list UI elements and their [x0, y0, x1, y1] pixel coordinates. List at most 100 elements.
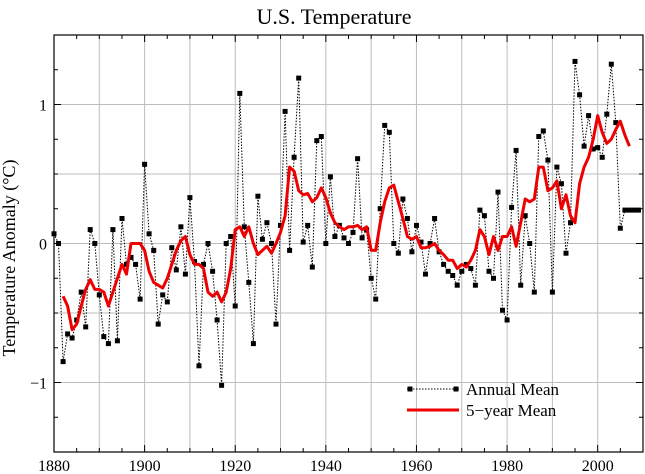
annual-point-1982 — [513, 147, 519, 153]
annual-point-1967 — [445, 268, 451, 274]
annual-point-2008 — [631, 207, 637, 213]
annual-point-1940 — [323, 241, 329, 246]
annual-point-1974 — [477, 207, 483, 213]
annual-point-1892 — [105, 341, 111, 347]
annual-point-1979 — [500, 307, 505, 313]
annual-point-1928 — [269, 241, 274, 246]
annual-point-1914 — [205, 241, 211, 246]
annual-point-1939 — [318, 134, 324, 139]
annual-point-1929 — [273, 321, 279, 327]
annual-point-1985 — [527, 241, 533, 246]
x-tick-label-1980: 1980 — [491, 458, 523, 474]
annual-point-1937 — [309, 264, 315, 270]
annual-mean-line — [53, 61, 639, 386]
five-year-mean-series — [61, 114, 631, 332]
annual-point-1907 — [173, 267, 179, 273]
y-tick-label-0: 0 — [39, 237, 47, 254]
annual-point-1894 — [114, 338, 120, 344]
annual-point-2009 — [636, 207, 641, 213]
annual-point-1917 — [219, 382, 225, 388]
annual-point-1899 — [137, 296, 143, 302]
annual-point-1992 — [558, 181, 564, 187]
annual-point-1880 — [51, 231, 57, 237]
annual-point-1973 — [472, 282, 478, 288]
annual-point-1903 — [155, 321, 161, 327]
annual-point-1978 — [495, 189, 501, 195]
annual-point-1905 — [164, 299, 170, 305]
annual-point-1906 — [169, 245, 175, 251]
annual-point-1998 — [586, 113, 592, 119]
annual-point-1912 — [196, 363, 202, 369]
annual-point-1908 — [178, 224, 184, 230]
annual-point-1887 — [83, 324, 89, 330]
annual-point-1898 — [133, 261, 139, 267]
annual-point-1922 — [241, 224, 247, 230]
annual-point-1904 — [160, 292, 166, 298]
annual-point-1977 — [491, 275, 496, 281]
annual-point-1930 — [278, 222, 283, 228]
annual-point-1991 — [554, 164, 560, 170]
annual-point-1925 — [255, 193, 261, 199]
legend-annual-marker-left — [407, 386, 413, 392]
annual-point-1933 — [291, 154, 297, 160]
annual-point-1919 — [228, 234, 234, 239]
x-tick-label-1900: 1900 — [129, 458, 161, 474]
annual-point-1994 — [568, 220, 573, 226]
annual-point-1972 — [468, 266, 474, 271]
annual-point-1935 — [300, 239, 306, 245]
x-tick-label-2000: 2000 — [582, 458, 614, 474]
annual-point-1920 — [232, 303, 238, 309]
annual-point-1923 — [246, 279, 252, 285]
annual-point-1975 — [481, 213, 487, 219]
annual-point-1944 — [341, 235, 347, 241]
annual-point-1882 — [60, 359, 66, 365]
annual-point-1883 — [65, 331, 71, 337]
annual-point-1942 — [332, 234, 338, 239]
annual-point-1884 — [69, 335, 75, 341]
x-tick-label-1940: 1940 — [310, 458, 342, 474]
annual-point-1926 — [259, 236, 265, 242]
annual-point-1964 — [432, 216, 438, 221]
annual-point-1915 — [210, 268, 216, 274]
annual-point-1980 — [504, 317, 510, 323]
annual-point-1902 — [151, 247, 157, 253]
annual-point-1886 — [78, 289, 84, 295]
annual-point-1999 — [590, 146, 596, 152]
legend-annual-label: Annual Mean — [466, 380, 560, 399]
legend-five-year-label: 5−year Mean — [466, 401, 557, 420]
annual-point-1918 — [223, 241, 229, 246]
annual-point-1954 — [386, 129, 392, 135]
annual-point-1938 — [314, 138, 320, 144]
annual-point-1913 — [201, 261, 206, 267]
annual-point-1962 — [423, 271, 428, 277]
annual-point-1970 — [459, 268, 465, 274]
annual-point-1989 — [545, 157, 551, 163]
annual-point-1981 — [509, 204, 515, 210]
annual-point-1956 — [395, 250, 401, 256]
y-tick-labels: −1 0 1 — [30, 98, 47, 393]
annual-point-1958 — [404, 216, 410, 221]
annual-point-1961 — [418, 239, 424, 245]
annual-point-1987 — [536, 134, 542, 139]
annual-point-2000 — [595, 145, 601, 151]
annual-point-2005 — [617, 225, 623, 231]
annual-point-1947 — [355, 156, 361, 162]
x-tick-label-1920: 1920 — [219, 458, 251, 474]
annual-point-1984 — [522, 213, 528, 219]
annual-point-1952 — [377, 206, 383, 212]
annual-point-2001 — [599, 154, 605, 160]
annual-point-1893 — [110, 227, 116, 233]
annual-point-1936 — [305, 222, 311, 228]
annual-point-1988 — [540, 128, 546, 134]
annual-point-1897 — [128, 254, 134, 260]
annual-point-2006 — [622, 207, 628, 213]
annual-point-2003 — [608, 61, 614, 67]
annual-point-1957 — [400, 196, 406, 202]
annual-point-1901 — [146, 231, 152, 237]
annual-point-1916 — [214, 317, 220, 323]
annual-point-1960 — [414, 222, 419, 228]
annual-point-1910 — [187, 195, 193, 201]
x-tick-labels: 1880 1900 1920 1940 1960 1980 2000 — [38, 458, 614, 474]
annual-point-1948 — [359, 235, 365, 241]
